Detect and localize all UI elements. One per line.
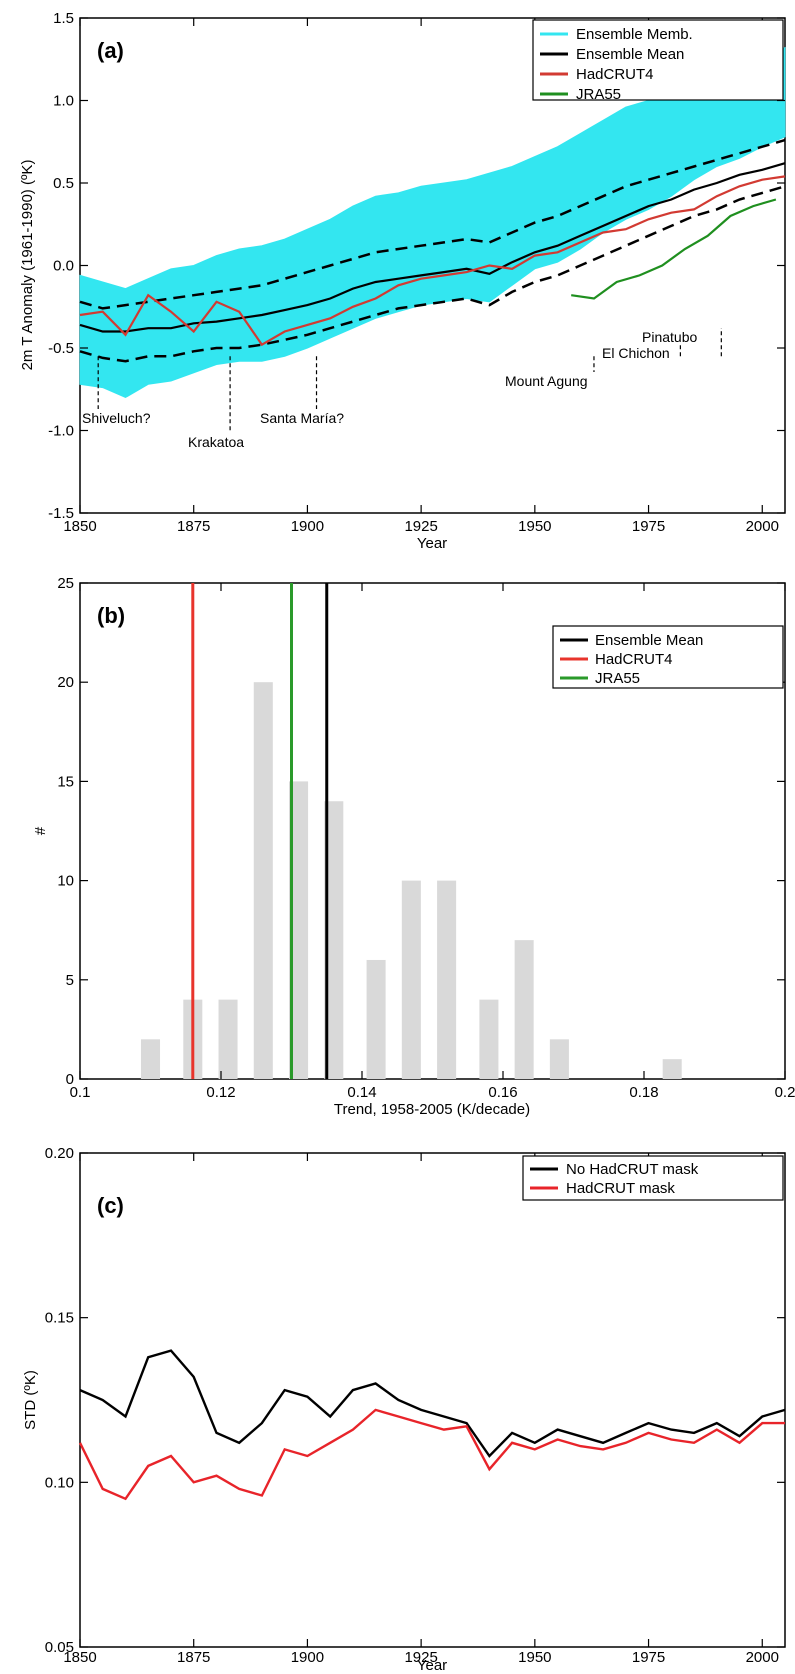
- ensemble-members-band: [79, 46, 786, 399]
- histogram-bar: [662, 1059, 682, 1079]
- y-tick-label: -1.5: [48, 505, 74, 522]
- panel-c-legend: No HadCRUT mask HadCRUT mask: [522, 1155, 784, 1201]
- y-tick-label: 15: [57, 773, 74, 790]
- panel-b-chart: 0.1 0.12 0.14 0.16 0.18 0.2 0 5 10 15 20 25 (b) Tre…: [32, 575, 795, 1118]
- y-tick-label: 20: [57, 674, 74, 691]
- x-tick-label: 1850: [63, 518, 96, 535]
- y-tick-label: 0.10: [45, 1474, 74, 1491]
- panel-a-tag: (a): [97, 38, 124, 63]
- series-line-1: [79, 162, 786, 333]
- x-tick-label: 1925: [404, 518, 437, 535]
- x-tick-label: 0.18: [629, 1084, 658, 1101]
- annotation-label: El Chichon: [602, 345, 670, 361]
- x-tick-label: 1975: [632, 1649, 665, 1666]
- x-tick-label: 0.16: [488, 1084, 517, 1101]
- x-tick-label: 2000: [746, 518, 779, 535]
- x-tick-label: 2000: [746, 1649, 779, 1666]
- histogram-bar: [479, 999, 499, 1079]
- y-tick-label: 0.05: [45, 1639, 74, 1656]
- panel-b-frame: [79, 582, 786, 1080]
- y-tick-label: 0.5: [53, 175, 74, 192]
- panel-a-xlabel: Year: [417, 535, 447, 552]
- legend-label: HadCRUT4: [595, 651, 673, 668]
- histogram-bar: [401, 880, 421, 1079]
- legend-label: HadCRUT mask: [566, 1180, 675, 1197]
- y-tick-label: -1.0: [48, 423, 74, 440]
- y-tick-label: 1.0: [53, 93, 74, 110]
- histogram-bar: [549, 1039, 569, 1079]
- annotation-label: Santa María?: [260, 410, 344, 426]
- x-tick-label: 0.1: [70, 1084, 91, 1101]
- series-line-0: [79, 1349, 786, 1458]
- legend-box: [522, 1155, 784, 1201]
- series-line-1: [78, 1408, 785, 1501]
- y-tick-label: 5: [66, 972, 74, 989]
- legend-label: Ensemble Memb.: [576, 26, 693, 43]
- ensemble-spread-lower-line: [79, 185, 786, 363]
- x-tick-label: 1875: [177, 518, 210, 535]
- panel-c-ylabel: STD (ºK): [22, 1370, 39, 1430]
- panel-c-chart: 1850 1875 1900 1925 1950 1975 2000 0.05 0.10 0.15…: [22, 1145, 786, 1674]
- series-line-3: [79, 175, 786, 347]
- panel-b-legend: Ensemble Mean HadCRUT4 JRA55: [552, 625, 784, 689]
- x-tick-label: 1900: [291, 1649, 324, 1666]
- y-tick-label: -0.5: [48, 340, 74, 357]
- legend-label: Ensemble Mean: [576, 46, 684, 63]
- annotation-label: Pinatubo: [642, 329, 697, 345]
- legend-label: JRA55: [595, 670, 640, 687]
- y-tick-label: 0.0: [53, 258, 74, 275]
- x-tick-label: 0.14: [347, 1084, 376, 1101]
- panel-c-frame: [79, 1152, 786, 1648]
- histogram-bar: [140, 1039, 161, 1079]
- panel-b-xlabel: Trend, 1958-2005 (K/decade): [334, 1101, 530, 1118]
- x-tick-label: 0.12: [206, 1084, 235, 1101]
- legend-label: JRA55: [576, 86, 621, 103]
- histogram-bar: [324, 801, 344, 1079]
- x-tick-label: 1875: [177, 1649, 210, 1666]
- y-tick-label: 10: [57, 873, 74, 890]
- histogram-bar: [289, 781, 309, 1079]
- y-tick-label: 0: [66, 1071, 74, 1088]
- y-tick-label: 25: [57, 575, 74, 592]
- legend-box: [532, 19, 784, 101]
- annotation-label: Shiveluch?: [82, 410, 151, 426]
- legend-box: [552, 625, 784, 689]
- histogram-bar: [514, 940, 534, 1079]
- panel-b-tag: (b): [97, 603, 125, 628]
- series-line-4: [571, 198, 777, 300]
- x-tick-label: 1850: [63, 1649, 96, 1666]
- panel-a-ylabel: 2m T Anomaly (1961-1990) (ºK): [19, 160, 36, 371]
- panel-c-tag: (c): [97, 1193, 124, 1218]
- panel-a-chart: 1850 1875 1900 1925 1950 1975 2000 -1.5 -1.0 -0.5…: [19, 10, 786, 552]
- panel-a-legend: Ensemble Memb. Ensemble Mean HadCRUT4 JRA55: [532, 19, 784, 103]
- y-tick-label: 0.20: [45, 1145, 74, 1162]
- x-tick-label: 1975: [632, 518, 665, 535]
- x-tick-label: 1900: [291, 518, 324, 535]
- x-tick-label: 0.2: [775, 1084, 795, 1101]
- panel-c-xlabel: Year: [417, 1657, 447, 1674]
- x-tick-label: 1950: [518, 518, 551, 535]
- ensemble-spread-upper-line: [79, 138, 786, 310]
- legend-label: No HadCRUT mask: [566, 1161, 699, 1178]
- histogram-bar: [437, 880, 457, 1079]
- annotation-label: Mount Agung: [505, 373, 588, 389]
- annotation-label: Krakatoa: [188, 434, 244, 450]
- legend-label: Ensemble Mean: [595, 632, 703, 649]
- histogram-bar: [366, 959, 386, 1079]
- histogram-bar: [253, 682, 273, 1079]
- x-tick-label: 1950: [518, 1649, 551, 1666]
- histogram-bar: [218, 999, 238, 1079]
- y-tick-label: 0.15: [45, 1310, 74, 1327]
- legend-label: HadCRUT4: [576, 66, 654, 83]
- panel-b-ylabel: #: [32, 826, 49, 835]
- x-tick-label: 1925: [404, 1649, 437, 1666]
- y-tick-label: 1.5: [53, 10, 74, 27]
